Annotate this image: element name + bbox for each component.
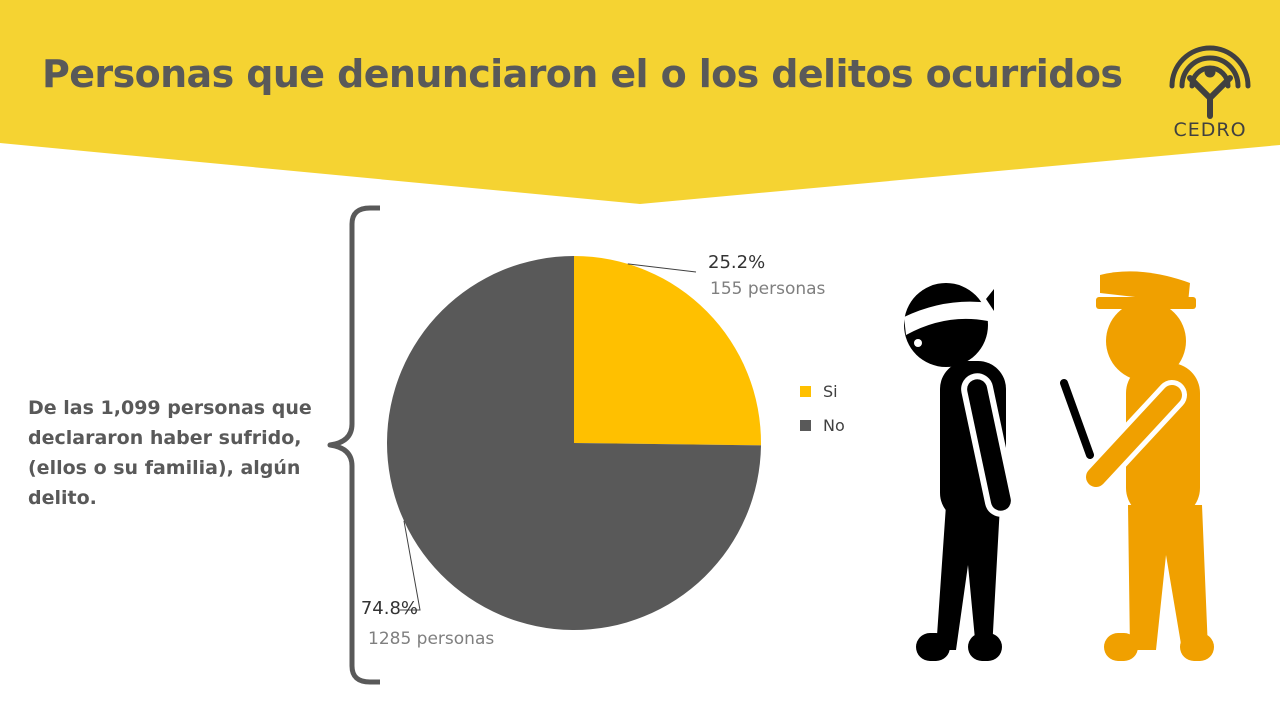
count-label-si: 155 personas — [710, 279, 826, 299]
pie-slice-si — [574, 256, 761, 446]
pie-slice-no — [387, 256, 761, 630]
logo-text: CEDRO — [1173, 119, 1246, 141]
leader-line — [627, 263, 697, 273]
police-officer-icon — [1060, 271, 1214, 661]
legend-swatch-si — [800, 386, 811, 397]
baton-icon — [1060, 379, 1094, 459]
banner-shape — [0, 0, 1280, 204]
count-label-no: 1285 personas — [368, 629, 494, 649]
description-text: De las 1,099 personas que declararon hab… — [28, 397, 312, 509]
cedro-logo-icon: CEDRO — [1169, 45, 1251, 141]
pie-chart: 25.2% 155 personas 74.8% 1285 personas Si No — [361, 252, 845, 649]
brace-bracket — [327, 205, 380, 685]
legend-label-si: Si — [823, 382, 838, 401]
header-banner — [0, 0, 1280, 204]
page-title: Personas que denunciaron el o los delito… — [42, 52, 1123, 96]
legend-swatch-no — [800, 420, 811, 431]
data-label-no: 74.8% — [361, 598, 418, 619]
leader-line — [400, 520, 421, 611]
thief-icon — [904, 283, 1017, 661]
legend-label-no: No — [823, 416, 845, 435]
data-label-si: 25.2% — [708, 252, 765, 273]
illustration — [904, 271, 1214, 661]
